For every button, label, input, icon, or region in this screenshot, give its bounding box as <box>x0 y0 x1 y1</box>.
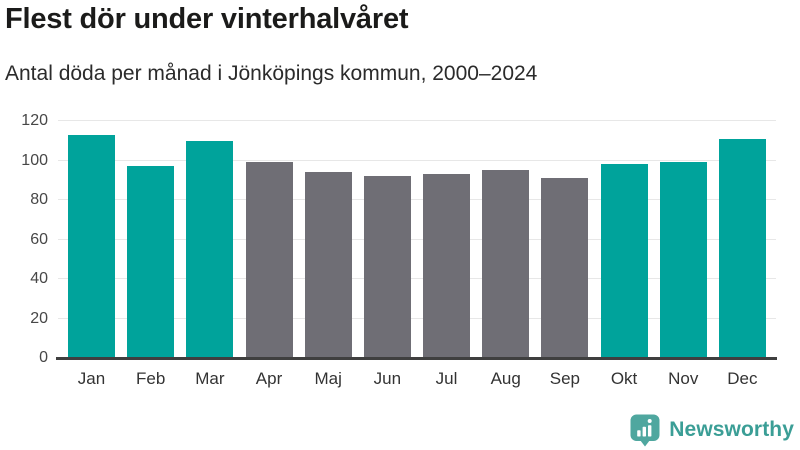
x-axis-baseline <box>56 357 777 360</box>
x-tick-label-mar: Mar <box>195 369 225 388</box>
gridline-60 <box>58 238 776 240</box>
bar-okt <box>600 164 648 358</box>
gridline-40 <box>58 278 776 279</box>
bar-apr <box>245 162 293 358</box>
y-tick-label-120: 120 <box>21 112 48 129</box>
x-tick-label-jul: Jul <box>435 369 458 388</box>
newsworthy-logo-icon <box>630 414 660 447</box>
x-tick-label-okt: Okt <box>610 369 638 388</box>
y-tick-label-0: 0 <box>39 349 48 366</box>
bar-jan <box>68 134 115 358</box>
brand-name: Newsworthy <box>669 418 794 441</box>
x-tick-label-jun: Jun <box>373 369 402 388</box>
x-axis-labels: Jan Feb Mar Apr Maj Jun Jul Aug Sep Okt Nov Dec <box>58 369 776 389</box>
bar-aug <box>482 170 530 358</box>
gridline-20 <box>58 317 776 319</box>
x-tick-label-jan: Jan <box>77 369 106 388</box>
x-tick-label-aug: Aug <box>490 369 521 388</box>
bar-jul <box>423 174 471 358</box>
bar-feb <box>127 166 175 358</box>
chart-title: Flest dör under vinterhalvåret <box>5 3 409 35</box>
bar-sep <box>541 178 589 358</box>
y-tick-label-100: 100 <box>21 151 48 169</box>
y-axis-labels: 0 20 40 60 80 100 120 <box>0 112 48 366</box>
x-tick-label-maj: Maj <box>314 369 342 388</box>
brand-footer: Newsworthy <box>629 413 794 447</box>
bar-dec <box>718 138 766 358</box>
plot-area <box>58 120 776 358</box>
x-tick-label-dec: Dec <box>727 369 758 388</box>
x-tick-label-apr: Apr <box>255 369 283 388</box>
y-tick-label-40: 40 <box>30 270 48 287</box>
x-tick-label-sep: Sep <box>549 369 580 388</box>
bar-mar <box>186 140 234 358</box>
x-tick-label-nov: Nov <box>668 369 699 388</box>
gridline-100 <box>58 159 776 161</box>
bar-jun <box>363 176 411 358</box>
gridline-80 <box>58 199 776 200</box>
chart-subtitle: Antal döda per månad i Jönköpings kommun… <box>5 62 538 85</box>
bar-nov <box>659 162 707 358</box>
bar-maj <box>304 172 352 358</box>
bar-chart: 0 20 40 60 80 100 120 Jan Feb Mar Apr Maj Jun Jul Aug… <box>0 112 800 403</box>
bars-container <box>58 121 776 358</box>
y-tick-label-20: 20 <box>30 309 48 327</box>
x-tick-label-feb: Feb <box>136 369 166 388</box>
gridline-120 <box>58 120 776 121</box>
y-tick-label-60: 60 <box>30 230 48 248</box>
y-tick-label-80: 80 <box>30 191 48 208</box>
